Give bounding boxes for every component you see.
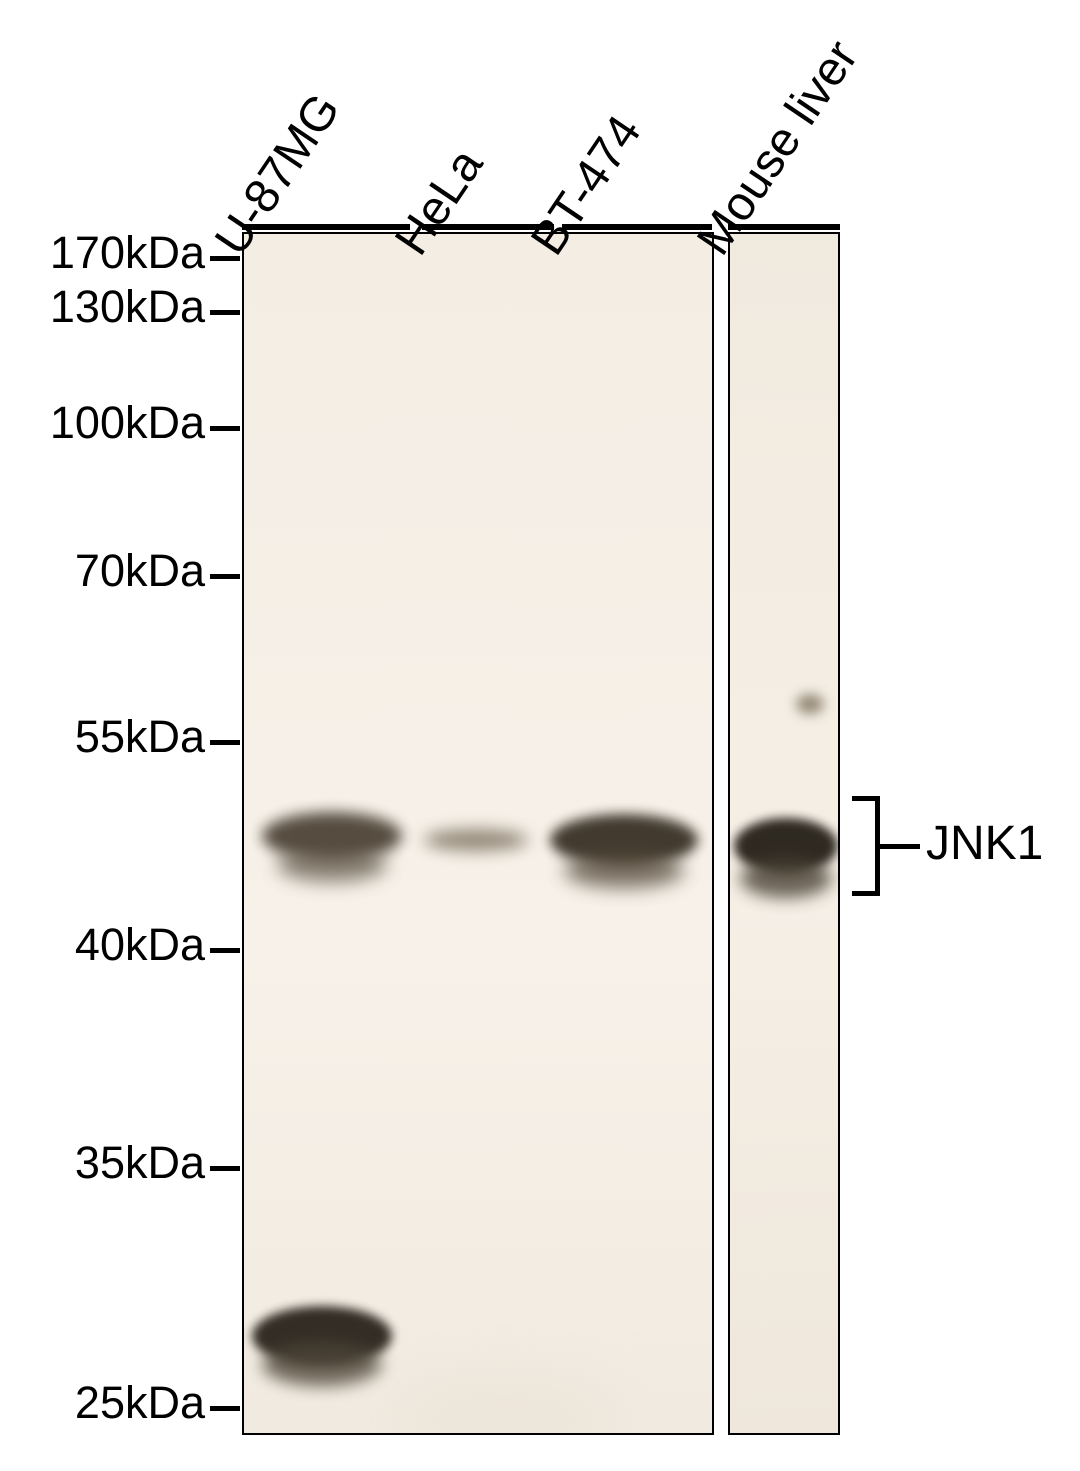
- marker-label-0: 170kDa: [0, 227, 205, 279]
- blot-strip-1: [728, 232, 840, 1435]
- marker-tick-1: [210, 310, 240, 315]
- western-blot-figure: U-87MGHeLaBT-474Mouse liver170kDa130kDa1…: [0, 0, 1080, 1471]
- band-0-6: [262, 1342, 382, 1386]
- marker-tick-2: [210, 426, 240, 431]
- target-bracket-bottom: [852, 891, 880, 896]
- marker-tick-7: [210, 1406, 240, 1411]
- marker-label-7: 25kDa: [0, 1377, 205, 1429]
- marker-tick-0: [210, 256, 240, 261]
- blot-strip-0: [242, 232, 714, 1435]
- marker-label-6: 35kDa: [0, 1137, 205, 1189]
- marker-label-2: 100kDa: [0, 397, 205, 449]
- marker-label-5: 40kDa: [0, 919, 205, 971]
- marker-label-3: 70kDa: [0, 545, 205, 597]
- target-label: JNK1: [926, 816, 1043, 871]
- marker-tick-5: [210, 948, 240, 953]
- target-bracket-top: [852, 796, 880, 801]
- lane-underline-mouseliver: [728, 224, 840, 230]
- band-0-4: [564, 852, 684, 888]
- band-1-2: [740, 858, 832, 898]
- target-connector: [880, 844, 920, 849]
- marker-label-4: 55kDa: [0, 711, 205, 763]
- band-0-1: [277, 846, 387, 882]
- marker-tick-6: [210, 1166, 240, 1171]
- marker-tick-4: [210, 740, 240, 745]
- lane-underline-u87mg: [242, 224, 410, 230]
- marker-tick-3: [210, 574, 240, 579]
- band-1-0: [796, 694, 824, 714]
- marker-label-1: 130kDa: [0, 281, 205, 333]
- band-0-7: [384, 1374, 624, 1435]
- band-0-2: [424, 829, 528, 851]
